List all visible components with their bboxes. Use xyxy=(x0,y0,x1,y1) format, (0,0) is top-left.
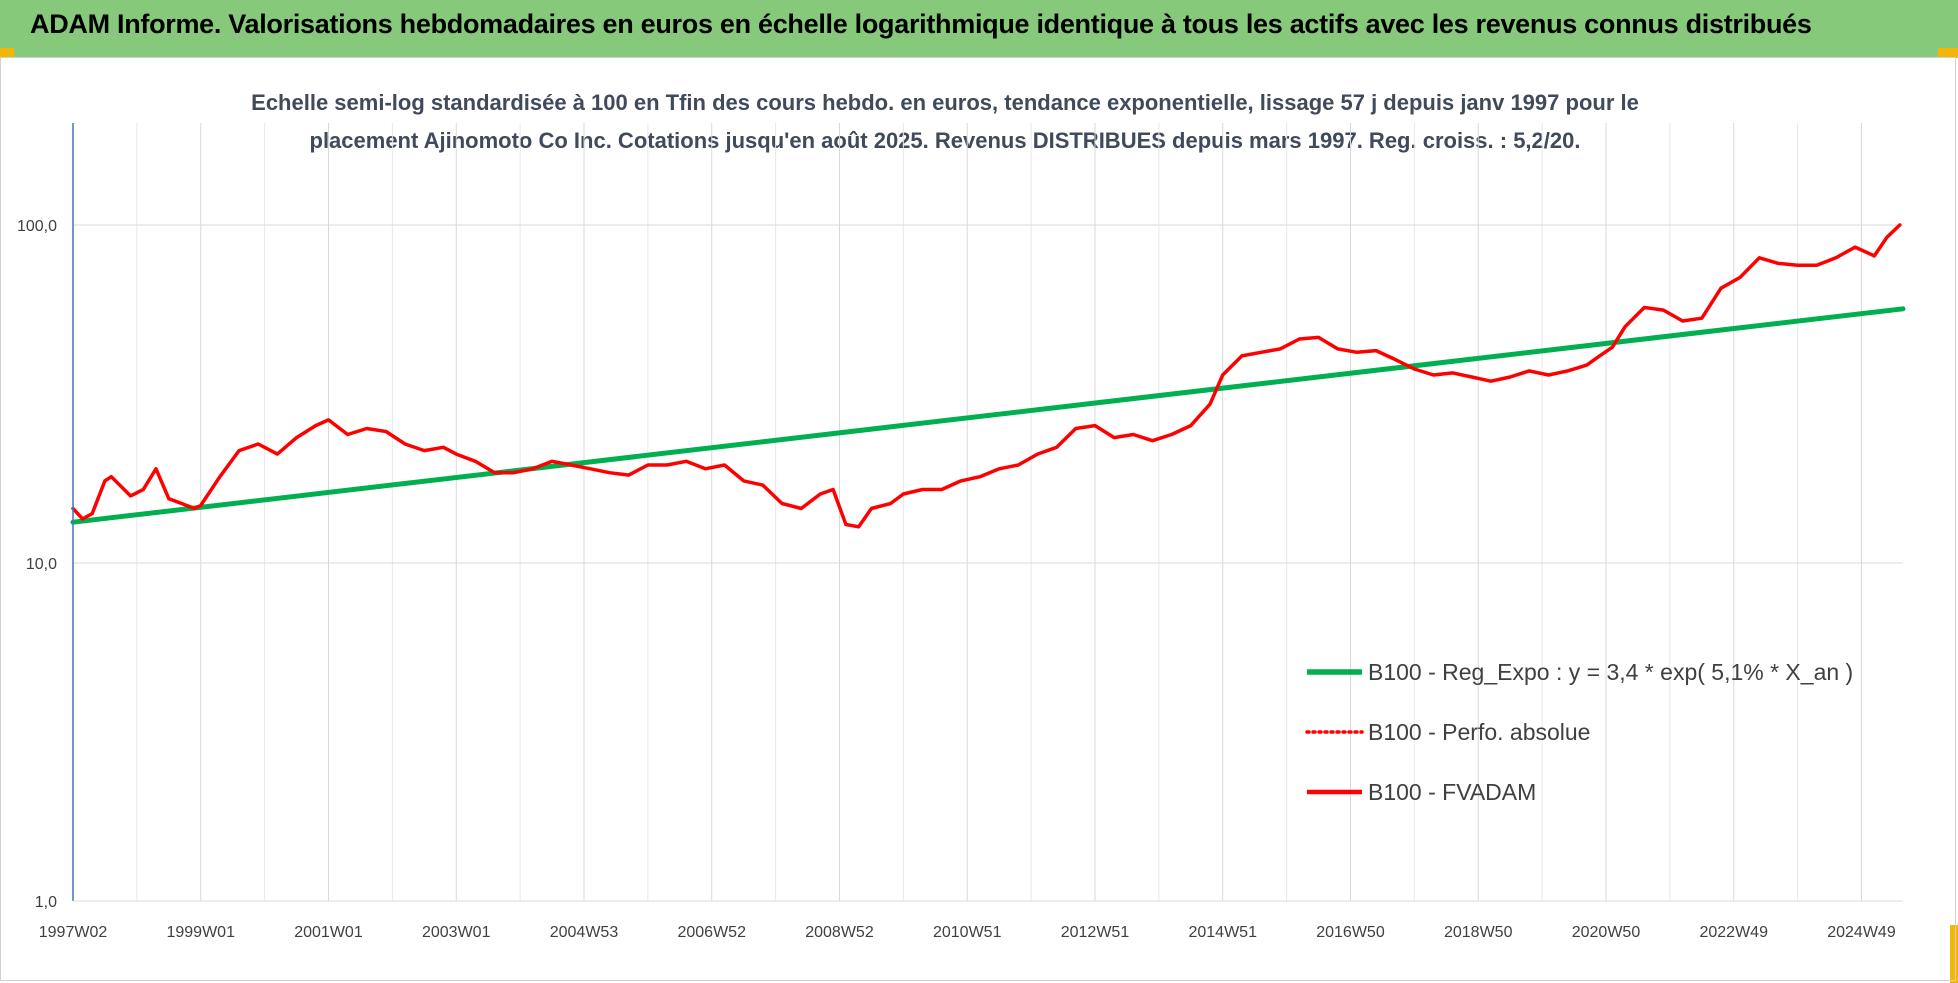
y-tick-label: 10,0 xyxy=(26,556,57,573)
x-tick-label: 2006W52 xyxy=(677,924,746,941)
chart-frame xyxy=(0,57,1956,981)
title-banner: ADAM Informe. Valorisations hebdomadaire… xyxy=(0,0,1958,57)
axis-layer: 1997W02 1999W01 2001W01 2003W01 2004W53 2006W… xyxy=(17,123,1903,941)
legend-label-0: B100 - Reg_Expo : y = 3,4 * exp( 5,1% * … xyxy=(1368,659,1853,685)
x-tick-label: 2001W01 xyxy=(294,924,363,941)
y-tick-label: 100,0 xyxy=(17,218,57,235)
x-tick-label: 2018W50 xyxy=(1444,924,1513,941)
grid-layer xyxy=(72,123,1903,902)
x-tick-label: 2008W52 xyxy=(805,924,874,941)
x-tick-label: 2004W53 xyxy=(550,924,619,941)
page-title: ADAM Informe. Valorisations hebdomadaire… xyxy=(30,9,1812,39)
chart-title-line-1: Echelle semi-log standardisée à 100 en T… xyxy=(251,90,1639,115)
x-tick-label: 2016W50 xyxy=(1316,924,1385,941)
x-tick-label: 1999W01 xyxy=(166,924,235,941)
corner-marker-bottom-right xyxy=(1950,925,1958,983)
chart-title-line-2: placement Ajinomoto Co Inc. Cotations ju… xyxy=(309,128,1581,153)
corner-marker-top-right xyxy=(1938,48,1958,58)
x-tick-label: 2022W49 xyxy=(1699,924,1768,941)
series-line-2 xyxy=(71,223,1902,529)
x-tick-label: 2012W51 xyxy=(1061,924,1130,941)
series-layer xyxy=(70,223,1906,529)
x-tick-label: 2010W51 xyxy=(933,924,1002,941)
x-tick-label: 2003W01 xyxy=(422,924,491,941)
x-tick-label: 2024W49 xyxy=(1827,924,1896,941)
legend-label-1: B100 - Perfo. absolue xyxy=(1368,719,1590,745)
x-tick-label: 1997W02 xyxy=(39,924,108,941)
legend: B100 - Reg_Expo : y = 3,4 * exp( 5,1% * … xyxy=(1305,659,1853,805)
x-tick-label: 2014W51 xyxy=(1188,924,1257,941)
series-line-0 xyxy=(70,306,1906,525)
y-tick-label: 1,0 xyxy=(35,894,57,911)
x-tick-label: 2020W50 xyxy=(1572,924,1641,941)
corner-marker-top-left xyxy=(0,48,14,58)
legend-label-2: B100 - FVADAM xyxy=(1368,779,1536,805)
